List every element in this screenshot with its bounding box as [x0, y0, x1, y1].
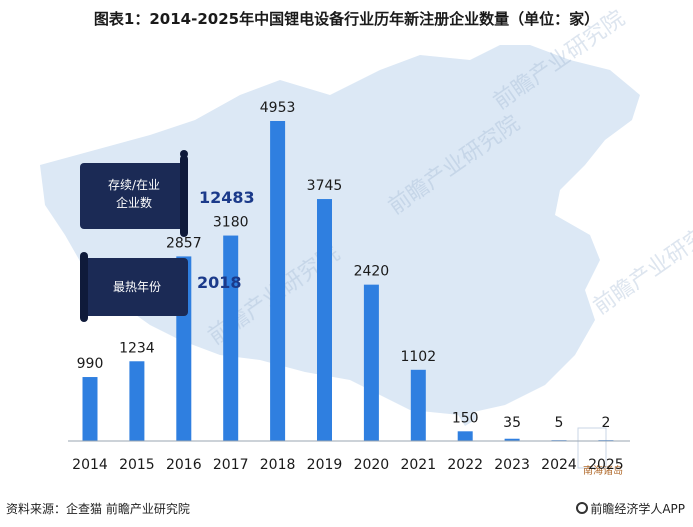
value-label-2024: 5 [555, 415, 564, 431]
bar-2014 [82, 377, 98, 441]
callout-value-hottest: 2018 [197, 273, 242, 292]
value-label-2018: 4953 [260, 100, 296, 116]
bar-2015 [129, 361, 145, 441]
bar-2022 [457, 431, 473, 441]
x-tick-label-2014: 2014 [72, 457, 108, 473]
callout-scroll-roll [80, 252, 88, 322]
x-tick-label-2025: 2025 [588, 457, 624, 473]
bar-2021 [410, 369, 426, 441]
x-tick-label-2015: 2015 [119, 457, 155, 473]
existing-enterprises-callout: 存续/在业 企业数 12483 [80, 150, 255, 237]
value-label-2017: 3180 [213, 215, 249, 231]
x-tick-label-2021: 2021 [400, 457, 436, 473]
x-tick-label-2017: 2017 [213, 457, 249, 473]
value-label-2015: 1234 [119, 340, 155, 356]
callout-scroll-knob [180, 150, 188, 158]
bar-2020 [363, 284, 379, 441]
brand-label: 前瞻经济学人APP [590, 502, 685, 516]
chart-title: 图表1：2014-2025年中国锂电设备行业历年新注册企业数量（单位：家） [93, 10, 600, 28]
callout-scroll-roll [180, 155, 188, 237]
x-tick-label-2024: 2024 [541, 457, 577, 473]
callout-label-line1: 存续/在业 [108, 178, 160, 192]
value-label-2016: 2857 [166, 235, 202, 251]
bar-2018 [270, 121, 286, 441]
x-tick-label-2020: 2020 [354, 457, 390, 473]
callout-scroll-bg [80, 258, 188, 316]
callout-value-existing: 12483 [199, 188, 255, 207]
watermark-text: 前瞻产业研究院 [589, 211, 693, 320]
bar-2017 [223, 235, 239, 441]
map-inset-label: 南海诸岛 [583, 464, 623, 477]
value-label-2023: 35 [503, 415, 521, 431]
x-axis-ticks: 2014 2015 2016 2017 2018 2019 2020 2021 2022 2023… [72, 457, 624, 473]
value-label-2020: 2420 [354, 264, 390, 280]
source-note: 资料来源：企查猫 前瞻产业研究院 [6, 502, 190, 516]
x-tick-label-2022: 2022 [447, 457, 483, 473]
x-tick-label-2023: 2023 [494, 457, 530, 473]
x-tick-label-2018: 2018 [260, 457, 296, 473]
brand-logo-icon [576, 502, 589, 514]
bar-2019 [317, 199, 332, 441]
callout-label-line2: 企业数 [116, 195, 152, 210]
bar-2023 [504, 438, 520, 441]
callout-scroll-bg [80, 163, 188, 229]
value-label-2019: 3745 [307, 178, 343, 194]
callout-label-hottest: 最热年份 [113, 280, 161, 294]
hottest-year-callout: 最热年份 2018 [80, 252, 242, 322]
value-label-2025: 2 [601, 415, 610, 431]
x-tick-label-2019: 2019 [307, 457, 343, 473]
bar-series: 990 1234 2857 3180 4953 3745 2420 1102 150 35 5 2 [77, 100, 614, 441]
brand-footer: 前瞻经济学人APP [576, 500, 685, 517]
value-label-2021: 1102 [400, 349, 436, 365]
x-tick-label-2016: 2016 [166, 457, 202, 473]
value-label-2014: 990 [77, 356, 104, 372]
value-label-2022: 150 [452, 410, 479, 426]
